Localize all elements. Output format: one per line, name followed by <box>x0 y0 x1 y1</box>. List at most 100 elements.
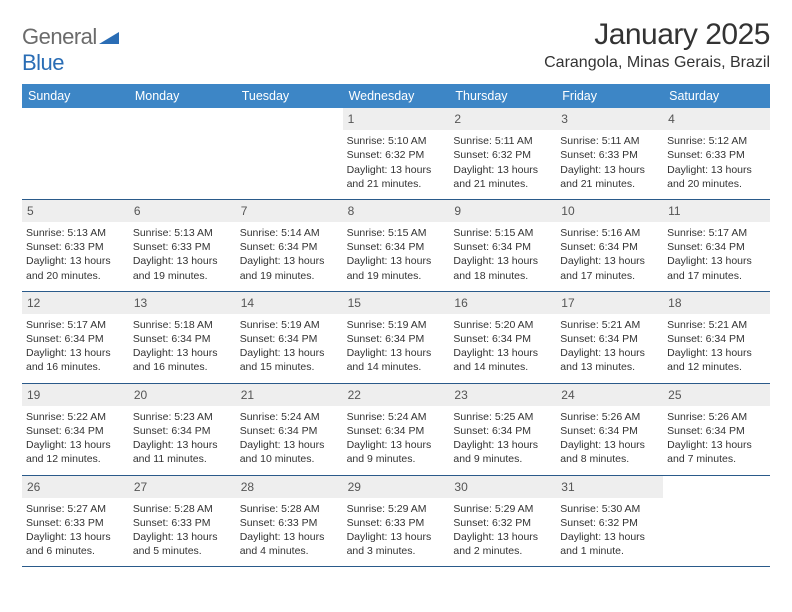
week-row: 1Sunrise: 5:10 AMSunset: 6:32 PMDaylight… <box>22 108 770 200</box>
daylight-line: Daylight: 13 hours and 17 minutes. <box>560 254 659 282</box>
sunset-line: Sunset: 6:33 PM <box>26 240 125 254</box>
day-cell: 28Sunrise: 5:28 AMSunset: 6:33 PMDayligh… <box>236 476 343 567</box>
day-number: 22 <box>343 384 450 406</box>
title-block: January 2025 Carangola, Minas Gerais, Br… <box>544 18 770 72</box>
sunset-line: Sunset: 6:33 PM <box>667 148 766 162</box>
week-row: 5Sunrise: 5:13 AMSunset: 6:33 PMDaylight… <box>22 200 770 292</box>
location: Carangola, Minas Gerais, Brazil <box>544 54 770 72</box>
daylight-line: Daylight: 13 hours and 1 minute. <box>560 530 659 558</box>
day-number: 11 <box>663 200 770 222</box>
day-cell: 26Sunrise: 5:27 AMSunset: 6:33 PMDayligh… <box>22 476 129 567</box>
day-number: 7 <box>236 200 343 222</box>
daylight-line: Daylight: 13 hours and 12 minutes. <box>26 438 125 466</box>
daylight-line: Daylight: 13 hours and 7 minutes. <box>667 438 766 466</box>
daylight-line: Daylight: 13 hours and 21 minutes. <box>347 163 446 191</box>
sunrise-line: Sunrise: 5:28 AM <box>240 502 339 516</box>
sunrise-line: Sunrise: 5:23 AM <box>133 410 232 424</box>
sunset-line: Sunset: 6:32 PM <box>453 148 552 162</box>
sunset-line: Sunset: 6:33 PM <box>133 516 232 530</box>
sunrise-line: Sunrise: 5:18 AM <box>133 318 232 332</box>
day-cell: 25Sunrise: 5:26 AMSunset: 6:34 PMDayligh… <box>663 384 770 475</box>
empty-cell <box>129 108 236 199</box>
week-row: 12Sunrise: 5:17 AMSunset: 6:34 PMDayligh… <box>22 292 770 384</box>
sunset-line: Sunset: 6:34 PM <box>26 332 125 346</box>
day-cell: 22Sunrise: 5:24 AMSunset: 6:34 PMDayligh… <box>343 384 450 475</box>
logo-triangle-icon <box>99 24 119 50</box>
day-number: 27 <box>129 476 236 498</box>
daylight-line: Daylight: 13 hours and 2 minutes. <box>453 530 552 558</box>
daylight-line: Daylight: 13 hours and 17 minutes. <box>667 254 766 282</box>
sunrise-line: Sunrise: 5:26 AM <box>667 410 766 424</box>
empty-cell <box>236 108 343 199</box>
sunrise-line: Sunrise: 5:12 AM <box>667 134 766 148</box>
day-cell: 5Sunrise: 5:13 AMSunset: 6:33 PMDaylight… <box>22 200 129 291</box>
sunrise-line: Sunrise: 5:20 AM <box>453 318 552 332</box>
day-number: 15 <box>343 292 450 314</box>
day-number: 26 <box>22 476 129 498</box>
daylight-line: Daylight: 13 hours and 21 minutes. <box>453 163 552 191</box>
day-cell: 14Sunrise: 5:19 AMSunset: 6:34 PMDayligh… <box>236 292 343 383</box>
day-cell: 10Sunrise: 5:16 AMSunset: 6:34 PMDayligh… <box>556 200 663 291</box>
daylight-line: Daylight: 13 hours and 3 minutes. <box>347 530 446 558</box>
day-cell: 3Sunrise: 5:11 AMSunset: 6:33 PMDaylight… <box>556 108 663 199</box>
calendar: SundayMondayTuesdayWednesdayThursdayFrid… <box>22 84 770 567</box>
daylight-line: Daylight: 13 hours and 16 minutes. <box>133 346 232 374</box>
day-number: 2 <box>449 108 556 130</box>
sunset-line: Sunset: 6:33 PM <box>26 516 125 530</box>
day-number: 4 <box>663 108 770 130</box>
header: General Blue January 2025 Carangola, Min… <box>22 18 770 76</box>
sunset-line: Sunset: 6:34 PM <box>133 332 232 346</box>
day-number: 28 <box>236 476 343 498</box>
daylight-line: Daylight: 13 hours and 19 minutes. <box>347 254 446 282</box>
sunrise-line: Sunrise: 5:30 AM <box>560 502 659 516</box>
day-cell: 7Sunrise: 5:14 AMSunset: 6:34 PMDaylight… <box>236 200 343 291</box>
sunset-line: Sunset: 6:34 PM <box>347 332 446 346</box>
sunrise-line: Sunrise: 5:19 AM <box>240 318 339 332</box>
day-cell: 4 Sunrise: 5:12 AMSunset: 6:33 PMDaylight… <box>663 108 770 199</box>
day-cell: 30Sunrise: 5:29 AMSunset: 6:32 PMDayligh… <box>449 476 556 567</box>
daylight-line: Daylight: 13 hours and 12 minutes. <box>667 346 766 374</box>
sunrise-line: Sunrise: 5:21 AM <box>667 318 766 332</box>
day-cell: 12Sunrise: 5:17 AMSunset: 6:34 PMDayligh… <box>22 292 129 383</box>
week-row: 19Sunrise: 5:22 AMSunset: 6:34 PMDayligh… <box>22 384 770 476</box>
sunrise-line: Sunrise: 5:17 AM <box>26 318 125 332</box>
sunrise-line: Sunrise: 5:13 AM <box>26 226 125 240</box>
daylight-line: Daylight: 13 hours and 8 minutes. <box>560 438 659 466</box>
day-cell: 11Sunrise: 5:17 AMSunset: 6:34 PMDayligh… <box>663 200 770 291</box>
daylight-line: Daylight: 13 hours and 4 minutes. <box>240 530 339 558</box>
daylight-line: Daylight: 13 hours and 10 minutes. <box>240 438 339 466</box>
sunset-line: Sunset: 6:34 PM <box>667 424 766 438</box>
sunrise-line: Sunrise: 5:17 AM <box>667 226 766 240</box>
day-number: 6 <box>129 200 236 222</box>
day-cell: 9Sunrise: 5:15 AMSunset: 6:34 PMDaylight… <box>449 200 556 291</box>
sunrise-line: Sunrise: 5:29 AM <box>347 502 446 516</box>
week-row: 26Sunrise: 5:27 AMSunset: 6:33 PMDayligh… <box>22 476 770 568</box>
day-cell: 15Sunrise: 5:19 AMSunset: 6:34 PMDayligh… <box>343 292 450 383</box>
sunrise-line: Sunrise: 5:14 AM <box>240 226 339 240</box>
sunset-line: Sunset: 6:32 PM <box>560 516 659 530</box>
day-cell: 17Sunrise: 5:21 AMSunset: 6:34 PMDayligh… <box>556 292 663 383</box>
sunrise-line: Sunrise: 5:15 AM <box>453 226 552 240</box>
daylight-line: Daylight: 13 hours and 11 minutes. <box>133 438 232 466</box>
daylight-line: Daylight: 13 hours and 15 minutes. <box>240 346 339 374</box>
sunset-line: Sunset: 6:34 PM <box>240 424 339 438</box>
day-cell: 21Sunrise: 5:24 AMSunset: 6:34 PMDayligh… <box>236 384 343 475</box>
day-cell: 19Sunrise: 5:22 AMSunset: 6:34 PMDayligh… <box>22 384 129 475</box>
day-header-cell: Thursday <box>449 84 556 108</box>
day-cell: 1Sunrise: 5:10 AMSunset: 6:32 PMDaylight… <box>343 108 450 199</box>
day-number: 8 <box>343 200 450 222</box>
day-cell: 23Sunrise: 5:25 AMSunset: 6:34 PMDayligh… <box>449 384 556 475</box>
sunrise-line: Sunrise: 5:15 AM <box>347 226 446 240</box>
daylight-line: Daylight: 13 hours and 9 minutes. <box>347 438 446 466</box>
sunset-line: Sunset: 6:34 PM <box>240 240 339 254</box>
sunrise-line: Sunrise: 5:22 AM <box>26 410 125 424</box>
day-number: 18 <box>663 292 770 314</box>
daylight-line: Daylight: 13 hours and 19 minutes. <box>133 254 232 282</box>
day-number: 16 <box>449 292 556 314</box>
logo-text-a: General <box>22 24 97 49</box>
empty-cell <box>663 476 770 567</box>
sunrise-line: Sunrise: 5:21 AM <box>560 318 659 332</box>
sunset-line: Sunset: 6:34 PM <box>347 424 446 438</box>
day-number: 9 <box>449 200 556 222</box>
daylight-line: Daylight: 13 hours and 20 minutes. <box>667 163 766 191</box>
